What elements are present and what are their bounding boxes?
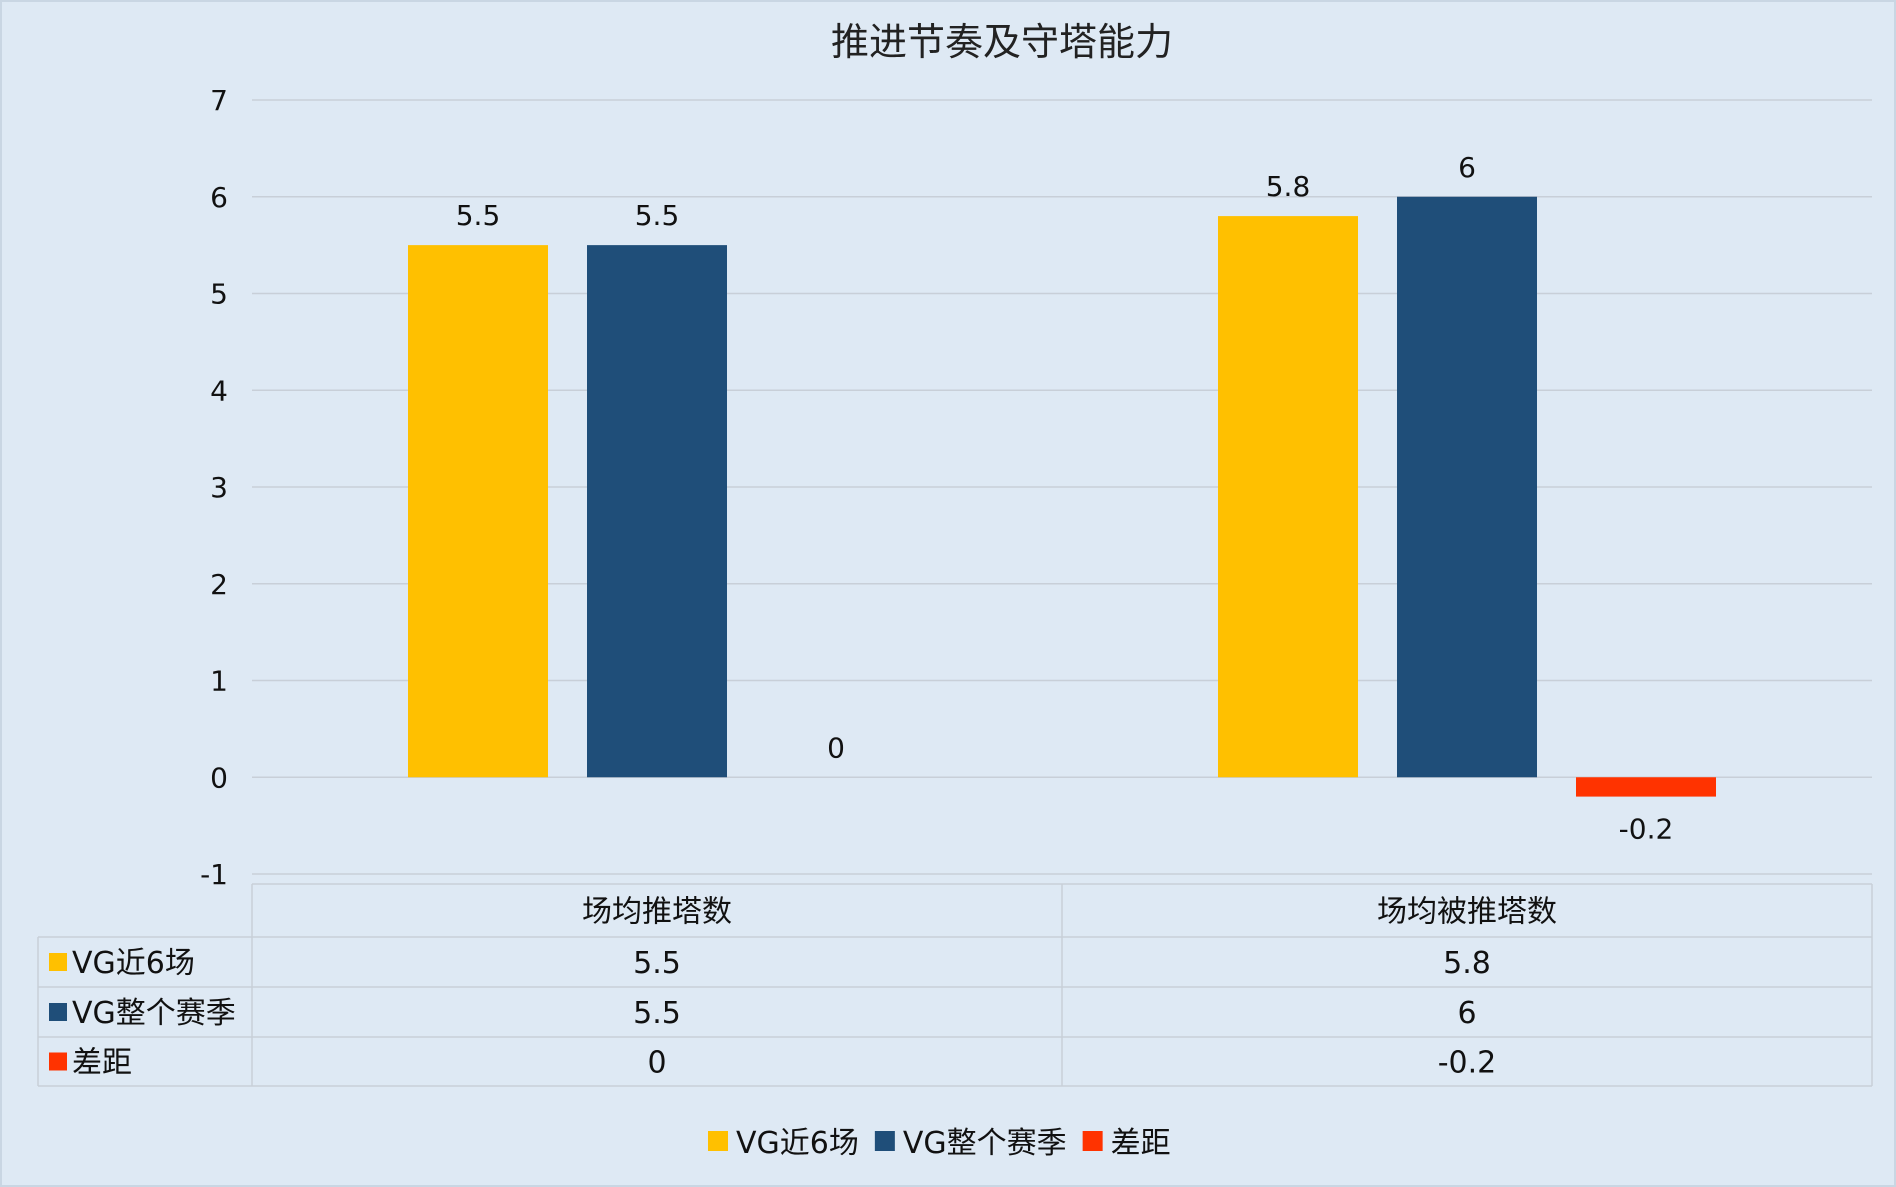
bar (1397, 196, 1537, 778)
bar (587, 245, 727, 778)
table-series-label: VG整个赛季 (72, 996, 236, 1031)
legend-label: VG整个赛季 (903, 1126, 1067, 1161)
data-label: 0 (827, 731, 845, 764)
legend-swatch (708, 1131, 728, 1151)
table-cell: 5.5 (633, 946, 681, 981)
y-tick-label: 0 (210, 761, 228, 794)
table-cell: 5.5 (633, 996, 681, 1031)
table-legend-key (49, 1052, 67, 1071)
bar (408, 245, 548, 778)
y-tick-label: -1 (200, 858, 228, 891)
y-tick-label: 6 (210, 181, 228, 214)
y-tick-label: 5 (210, 278, 228, 311)
bar (1218, 216, 1358, 778)
data-table: 场均推塔数 场均被推塔数 VG近6场 5.5 5.8 VG整个赛季 5.5 6 差距 0 -0.2 (37, 883, 1873, 1087)
y-tick-label: 7 (210, 84, 228, 117)
table-legend-key (49, 1003, 67, 1021)
y-tick-label: 2 (210, 568, 228, 601)
y-tick-label: 1 (210, 665, 228, 698)
table-cell: 0 (647, 1046, 666, 1081)
data-label: 5.5 (635, 199, 680, 232)
y-axis-ticks: 7 6 5 4 3 2 1 0 -1 (200, 84, 228, 891)
table-series-label: VG近6场 (72, 946, 195, 981)
bar (1576, 777, 1716, 797)
legend-swatch (874, 1131, 895, 1151)
legend: VG近6场 VG整个赛季 差距 (708, 1126, 1171, 1161)
data-label: 5.8 (1266, 170, 1311, 203)
data-label: -0.2 (1619, 813, 1674, 846)
legend-label: VG近6场 (736, 1126, 859, 1161)
y-tick-label: 3 (210, 471, 228, 504)
legend-swatch (1082, 1131, 1103, 1151)
table-cell: 6 (1457, 996, 1476, 1031)
table-series-label: 差距 (72, 1046, 132, 1081)
data-label: 5.5 (456, 199, 501, 232)
table-category-header: 场均被推塔数 (1377, 895, 1557, 930)
chart-title: 推进节奏及守塔能力 (831, 20, 1173, 64)
data-label: 6 (1458, 151, 1476, 184)
data-labels: 5.5 5.8 5.5 6 0 -0.2 (456, 151, 1674, 846)
table-legend-key (49, 953, 67, 971)
table-category-header: 场均推塔数 (582, 895, 732, 930)
table-cell: 5.8 (1443, 946, 1491, 981)
legend-label: 差距 (1111, 1126, 1171, 1161)
table-cell: -0.2 (1438, 1046, 1497, 1081)
bars (408, 196, 1716, 797)
y-tick-label: 4 (210, 374, 228, 407)
